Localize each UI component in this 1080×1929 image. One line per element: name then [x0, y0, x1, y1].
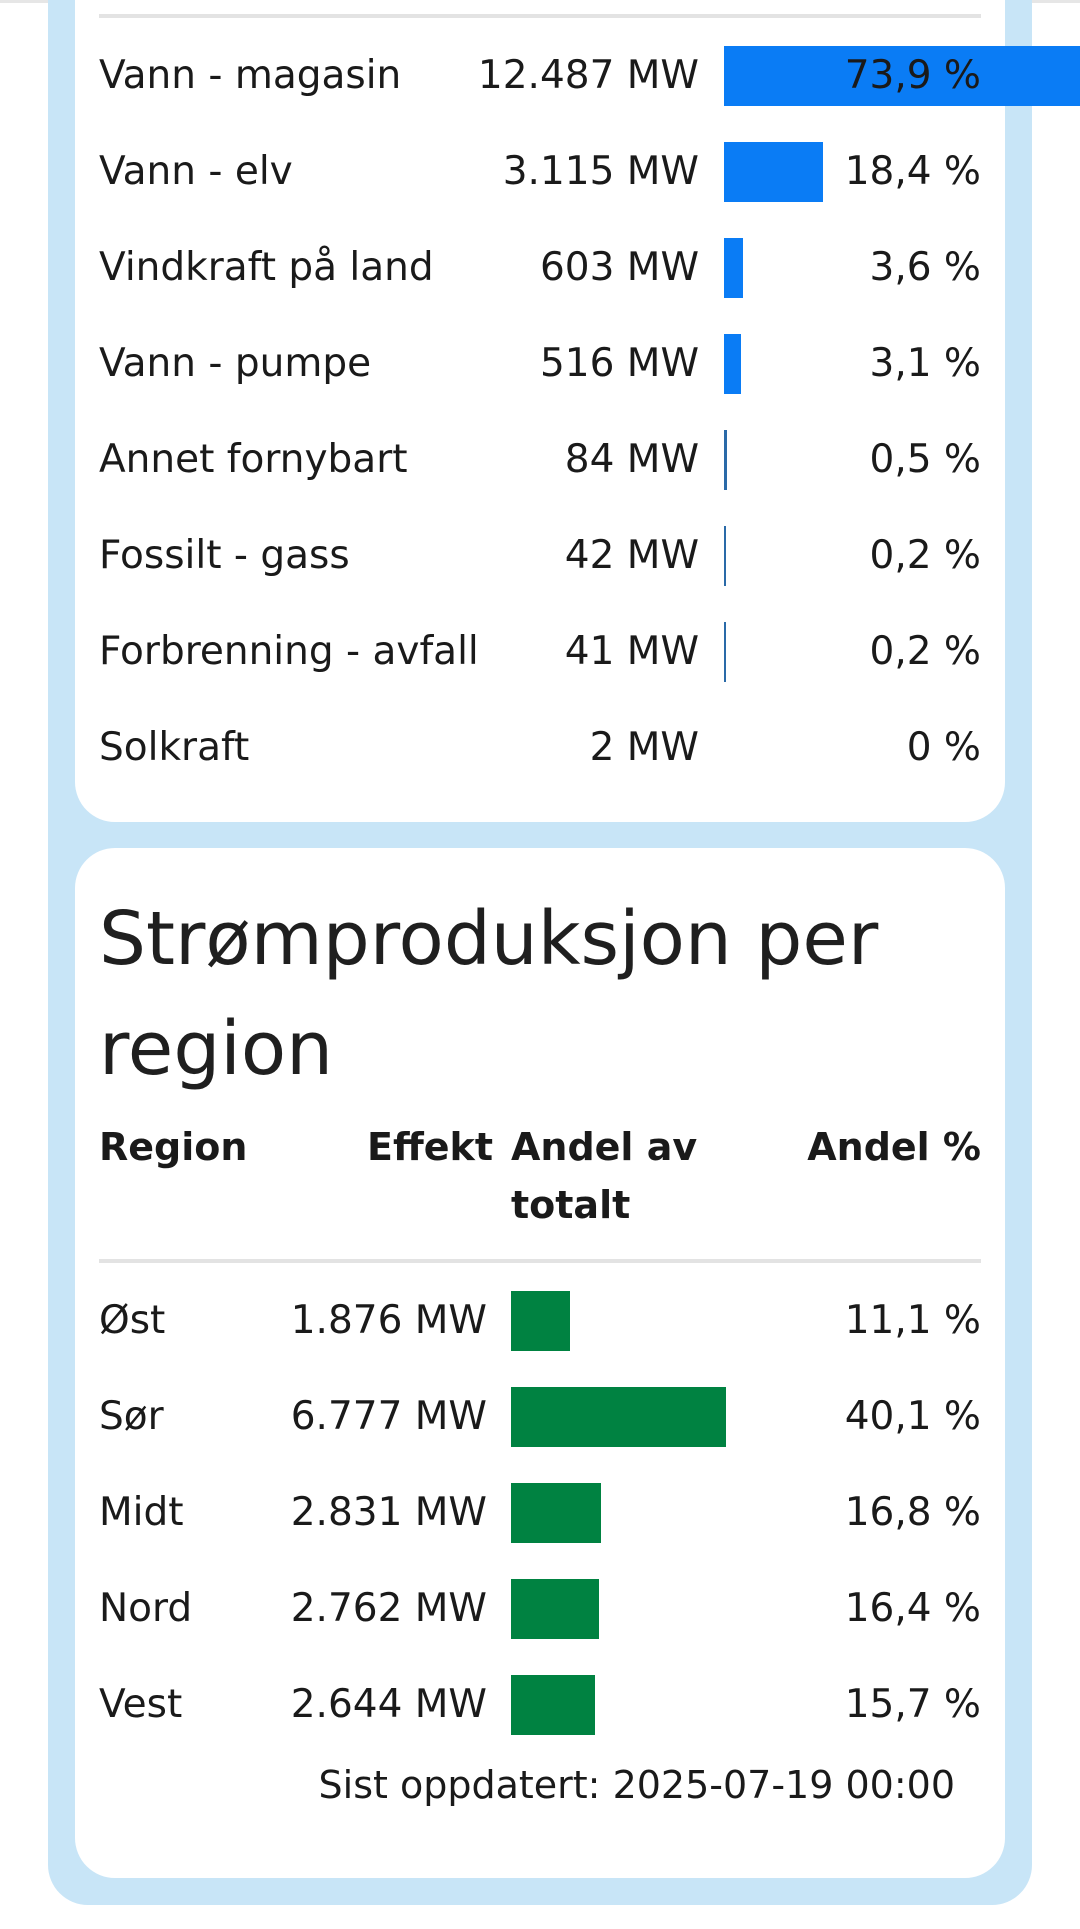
source-share-percent: 0,5 %	[869, 437, 981, 482]
table-row: Øst 1.876 MW 11,1 %	[99, 1273, 981, 1369]
source-effect: 603 MW	[539, 245, 699, 290]
table-row: Fossilt - gass 42 MW 0,2 %	[99, 508, 981, 604]
table-row: Vann - pumpe 516 MW 3,1 %	[99, 316, 981, 412]
column-header-share-percent: Andel %	[807, 1125, 981, 1169]
table-row: Solkraft 2 MW 0 %	[99, 700, 981, 796]
share-bar	[724, 142, 823, 202]
table-row: Annet fornybart 84 MW 0,5 %	[99, 412, 981, 508]
region-effect: 1.876 MW	[290, 1298, 487, 1343]
region-share-percent: 40,1 %	[844, 1394, 981, 1439]
region-effect: 2.644 MW	[290, 1682, 487, 1727]
table-row: Nord 2.762 MW 16,4 %	[99, 1561, 981, 1657]
source-effect: 84 MW	[564, 437, 699, 482]
table-row: Sør 6.777 MW 40,1 %	[99, 1369, 981, 1465]
source-name: Vann - magasin	[99, 53, 402, 98]
region-share-percent: 16,4 %	[844, 1586, 981, 1631]
last-updated-timestamp: Sist oppdatert: 2025-07-19 00:00	[318, 1763, 955, 1807]
section-title: Strømproduksjon per region	[99, 896, 879, 1092]
production-by-type-card: Vann - magasin 12.487 MW 73,9 % Vann - e…	[75, 0, 1080, 822]
source-share-percent: 3,6 %	[869, 245, 981, 290]
source-effect: 42 MW	[564, 533, 699, 578]
column-header-effect: Effekt	[367, 1125, 493, 1169]
source-share-percent: 0 %	[906, 725, 981, 770]
share-bar	[724, 238, 744, 298]
region-share-percent: 11,1 %	[844, 1298, 981, 1343]
source-effect: 2 MW	[589, 725, 699, 770]
table-header-divider	[99, 1259, 981, 1263]
table-row: Midt 2.831 MW 16,8 %	[99, 1465, 981, 1561]
share-bar	[724, 430, 727, 490]
source-name: Vann - pumpe	[99, 341, 372, 386]
share-bar	[724, 334, 741, 394]
source-effect: 41 MW	[564, 629, 699, 674]
source-effect: 12.487 MW	[477, 53, 699, 98]
region-name: Midt	[99, 1490, 184, 1535]
region-name: Vest	[99, 1682, 183, 1727]
region-effect: 2.831 MW	[290, 1490, 487, 1535]
source-name: Annet fornybart	[99, 437, 408, 482]
source-effect: 516 MW	[539, 341, 699, 386]
column-header-region: Region	[99, 1125, 248, 1169]
production-by-region-card: Strømproduksjon per region Region Effekt…	[75, 848, 1005, 1878]
table-row: Forbrenning - avfall 41 MW 0,2 %	[99, 604, 981, 700]
table-row: Vest 2.644 MW 15,7 %	[99, 1657, 981, 1753]
region-effect: 2.762 MW	[290, 1586, 487, 1631]
region-share-percent: 16,8 %	[844, 1490, 981, 1535]
source-share-percent: 3,1 %	[869, 341, 981, 386]
region-name: Nord	[99, 1586, 193, 1631]
share-bar	[511, 1387, 726, 1447]
source-name: Fossilt - gass	[99, 533, 350, 578]
source-name: Vindkraft på land	[99, 245, 434, 290]
page-frame: Vann - magasin 12.487 MW 73,9 % Vann - e…	[48, 0, 1080, 1905]
share-bar	[724, 526, 726, 586]
source-share-percent: 18,4 %	[844, 149, 981, 194]
source-share-percent: 0,2 %	[869, 533, 981, 578]
share-bar	[511, 1483, 602, 1543]
source-share-percent: 73,9 %	[844, 53, 981, 98]
table-row: Vindkraft på land 603 MW 3,6 %	[99, 220, 981, 316]
table-header-divider	[99, 14, 981, 18]
region-effect: 6.777 MW	[290, 1394, 487, 1439]
column-header-share-bar: Andel av totalt	[511, 1125, 698, 1227]
region-name: Sør	[99, 1394, 164, 1439]
source-effect: 3.115 MW	[502, 149, 699, 194]
source-name: Forbrenning - avfall	[99, 629, 479, 674]
source-share-percent: 0,2 %	[869, 629, 981, 674]
share-bar	[724, 46, 1080, 106]
share-bar	[511, 1675, 596, 1735]
region-share-percent: 15,7 %	[844, 1682, 981, 1727]
source-name: Solkraft	[99, 725, 250, 770]
share-bar	[511, 1291, 571, 1351]
region-name: Øst	[99, 1298, 166, 1343]
share-bar	[511, 1579, 599, 1639]
table-row: Vann - elv 3.115 MW 18,4 %	[99, 124, 981, 220]
source-name: Vann - elv	[99, 149, 293, 194]
share-bar	[724, 622, 726, 682]
table-row: Vann - magasin 12.487 MW 73,9 %	[99, 28, 1080, 124]
